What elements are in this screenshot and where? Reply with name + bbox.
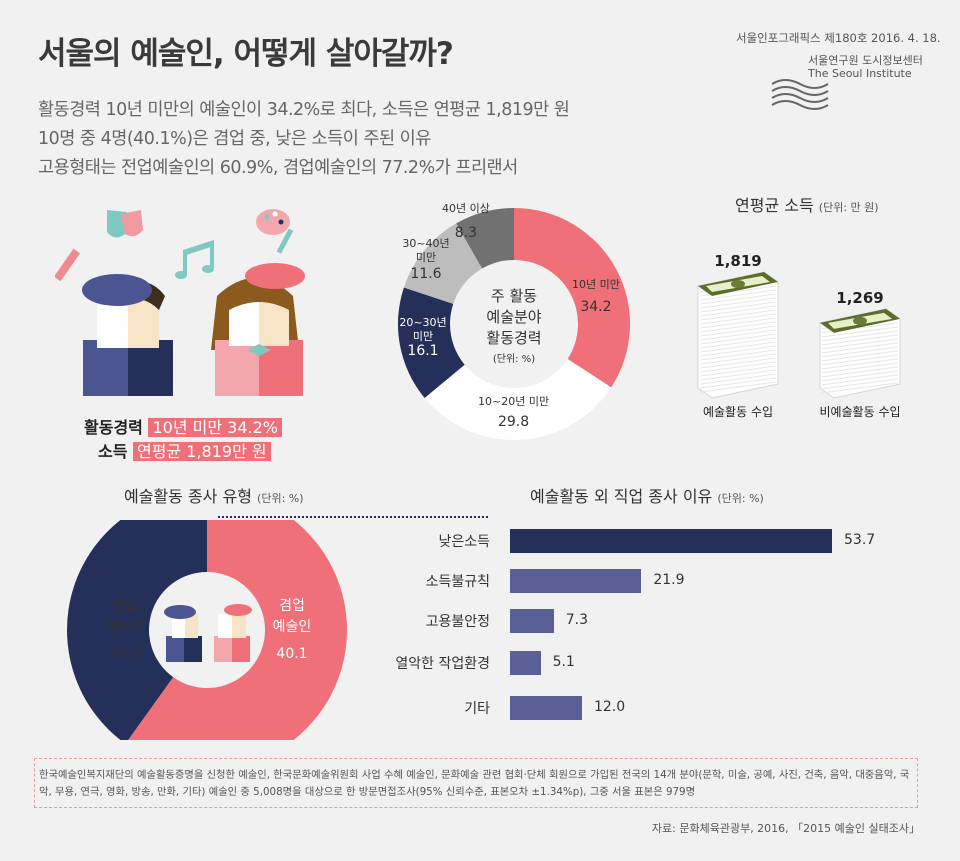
- income-money-chart: 1,819 예술활동 수입 1,269 비예술활동 수입: [697, 252, 901, 419]
- subtitle-1: 활동경력 10년 미만의 예술인이 34.2%로 최다, 소득은 연평균 1,8…: [38, 100, 570, 120]
- palette-icon: [256, 209, 290, 235]
- income-heading: 연평균 소득 (단위: 만 원): [735, 192, 879, 216]
- reason-label-2: 고용불안정: [425, 614, 490, 630]
- career-highlight-value: 10년 미만 34.2%: [148, 418, 282, 437]
- type-parttime-value: 40.1: [276, 646, 308, 662]
- org-name-en: The Seoul Institute: [808, 67, 912, 80]
- artists-illustration: [55, 209, 305, 396]
- career-slice-4: [456, 208, 514, 269]
- career-center-line-2: 예술분야: [486, 308, 542, 326]
- subtitle-3: 고용형태는 전업예술인의 60.9%, 겸업예술인의 77.2%가 프리랜서: [38, 158, 518, 178]
- male-artist-icon: [82, 274, 173, 396]
- type-heading: 예술활동 종사 유형 (단위: %): [124, 483, 304, 507]
- career-slice-1: [424, 358, 612, 440]
- subtitle-2: 10명 중 4명(40.1%)은 겸업 중, 낮은 소득이 주된 이유: [38, 129, 431, 149]
- pencil-icon: [55, 248, 81, 282]
- career-val-30-40: 11.6: [410, 266, 442, 282]
- artist-pair-mini-icon: [164, 604, 252, 662]
- reason-value-3: 5.1: [552, 654, 575, 670]
- income-value-1: 1,269: [836, 289, 883, 307]
- career-label-10-20: 10~20년 미만 29.8: [478, 395, 549, 429]
- reason-value-1: 21.9: [653, 572, 685, 588]
- career-cat-10-20: 10~20년 미만: [478, 395, 550, 408]
- page-title: 서울의 예술인, 어떻게 살아갈까?: [38, 36, 454, 72]
- career-slice-0: [514, 208, 630, 388]
- career-highlight: 활동경력 10년 미만 34.2%: [84, 414, 282, 438]
- career-val-10-20: 29.8: [497, 414, 530, 430]
- type-parttime-line-1: 겸업: [279, 598, 305, 614]
- theater-masks-icon: [107, 210, 143, 238]
- reason-heading: 예술활동 외 직업 종사 이유 (단위: %): [530, 483, 764, 507]
- seoul-institute-logo-icon: [771, 79, 829, 110]
- career-donut-center: 주 활동 예술분야 활동경력 (단위: %): [460, 286, 568, 370]
- income-value-0: 1,819: [714, 252, 761, 270]
- career-slice-3: [403, 223, 483, 304]
- income-highlight: 소득 연평균 1,819만 원: [98, 438, 271, 462]
- reason-value-0: 53.7: [844, 532, 876, 548]
- income-bar-1: [819, 308, 901, 399]
- brush-icon: [276, 228, 294, 254]
- reason-label-1: 소득불규칙: [425, 574, 490, 590]
- source-citation: 자료: 문화체육관광부, 2016, 「2015 예술인 실태조사」: [651, 822, 920, 835]
- career-val-under-10: 34.2: [580, 299, 612, 315]
- type-slice-0: [128, 520, 347, 740]
- employment-type-donut-chart: [67, 520, 347, 740]
- reason-bar-2: [510, 609, 554, 633]
- career-label-under-10: 10년 미만 34.2: [572, 278, 620, 314]
- type-label-parttime: 겸업 예술인 40.1: [254, 596, 330, 665]
- career-val-20-30: 16.1: [407, 343, 439, 359]
- career-cat-30-40: 30~40년 미만: [402, 237, 450, 264]
- reason-bar-3: [510, 651, 541, 675]
- type-label-fulltime: 전업 예술인 59.9: [90, 596, 160, 665]
- career-highlight-label: 활동경력: [84, 418, 143, 437]
- reason-value-2: 7.3: [565, 612, 589, 628]
- income-bar-0: [697, 271, 779, 399]
- income-highlight-label: 소득: [98, 442, 128, 461]
- survey-note: 한국예술인복지재단의 예술활동증명을 신청한 예술인, 한국문화예술위원회 사업…: [34, 758, 918, 808]
- reason-label-3: 열악한 작업환경: [395, 656, 490, 672]
- reason-bar-0: [510, 529, 832, 553]
- type-slice-1: [67, 520, 207, 740]
- career-center-line-3: 활동경력: [486, 329, 542, 347]
- reason-value-4: 12.0: [593, 699, 626, 715]
- type-unit: (단위: %): [257, 492, 304, 505]
- career-label-20-30: 20~30년 미만 16.1: [398, 316, 448, 358]
- type-parttime-line-2: 예술인: [272, 619, 312, 635]
- income-title: 연평균 소득: [735, 196, 814, 215]
- career-cat-over-40: 40년 이상: [442, 202, 490, 215]
- income-highlight-value: 연평균 1,819만 원: [133, 442, 271, 461]
- career-cat-under-10: 10년 미만: [572, 278, 620, 291]
- career-label-30-40: 30~40년 미만 11.6: [400, 237, 452, 281]
- org-name-kr: 서울연구원 도시정보센터: [808, 54, 923, 67]
- type-fulltime-line-2: 예술인: [105, 619, 145, 635]
- reason-title: 예술활동 외 직업 종사 이유: [530, 487, 713, 506]
- section-divider-line: [218, 516, 488, 518]
- income-unit: (단위: 만 원): [818, 201, 879, 214]
- reason-label-0: 낮은소득: [438, 534, 490, 550]
- income-category-1: 비예술활동 수입: [819, 405, 900, 419]
- career-cat-20-30: 20~30년 미만: [399, 316, 447, 343]
- issue-info: 서울인포그래픽스 제180호 2016. 4. 18.: [736, 31, 941, 45]
- reason-bar-4: [510, 696, 582, 720]
- reason-label-4: 기타: [464, 701, 490, 717]
- income-category-0: 예술활동 수입: [703, 405, 773, 419]
- career-center-unit: (단위: %): [492, 354, 536, 365]
- career-label-over-40: 40년 이상 8.3: [442, 202, 490, 240]
- reason-unit: (단위: %): [717, 492, 764, 505]
- career-val-over-40: 8.3: [454, 225, 478, 241]
- type-fulltime-value: 59.9: [109, 646, 141, 662]
- female-artist-icon: [211, 263, 305, 396]
- type-fulltime-line-1: 전업: [112, 598, 138, 614]
- career-donut-chart: [398, 208, 630, 440]
- career-slice-2: [398, 287, 465, 398]
- reason-bar-1: [510, 569, 642, 593]
- career-center-line-1: 주 활동: [490, 287, 538, 305]
- type-title: 예술활동 종사 유형: [124, 487, 252, 506]
- music-note-icon: [175, 240, 214, 279]
